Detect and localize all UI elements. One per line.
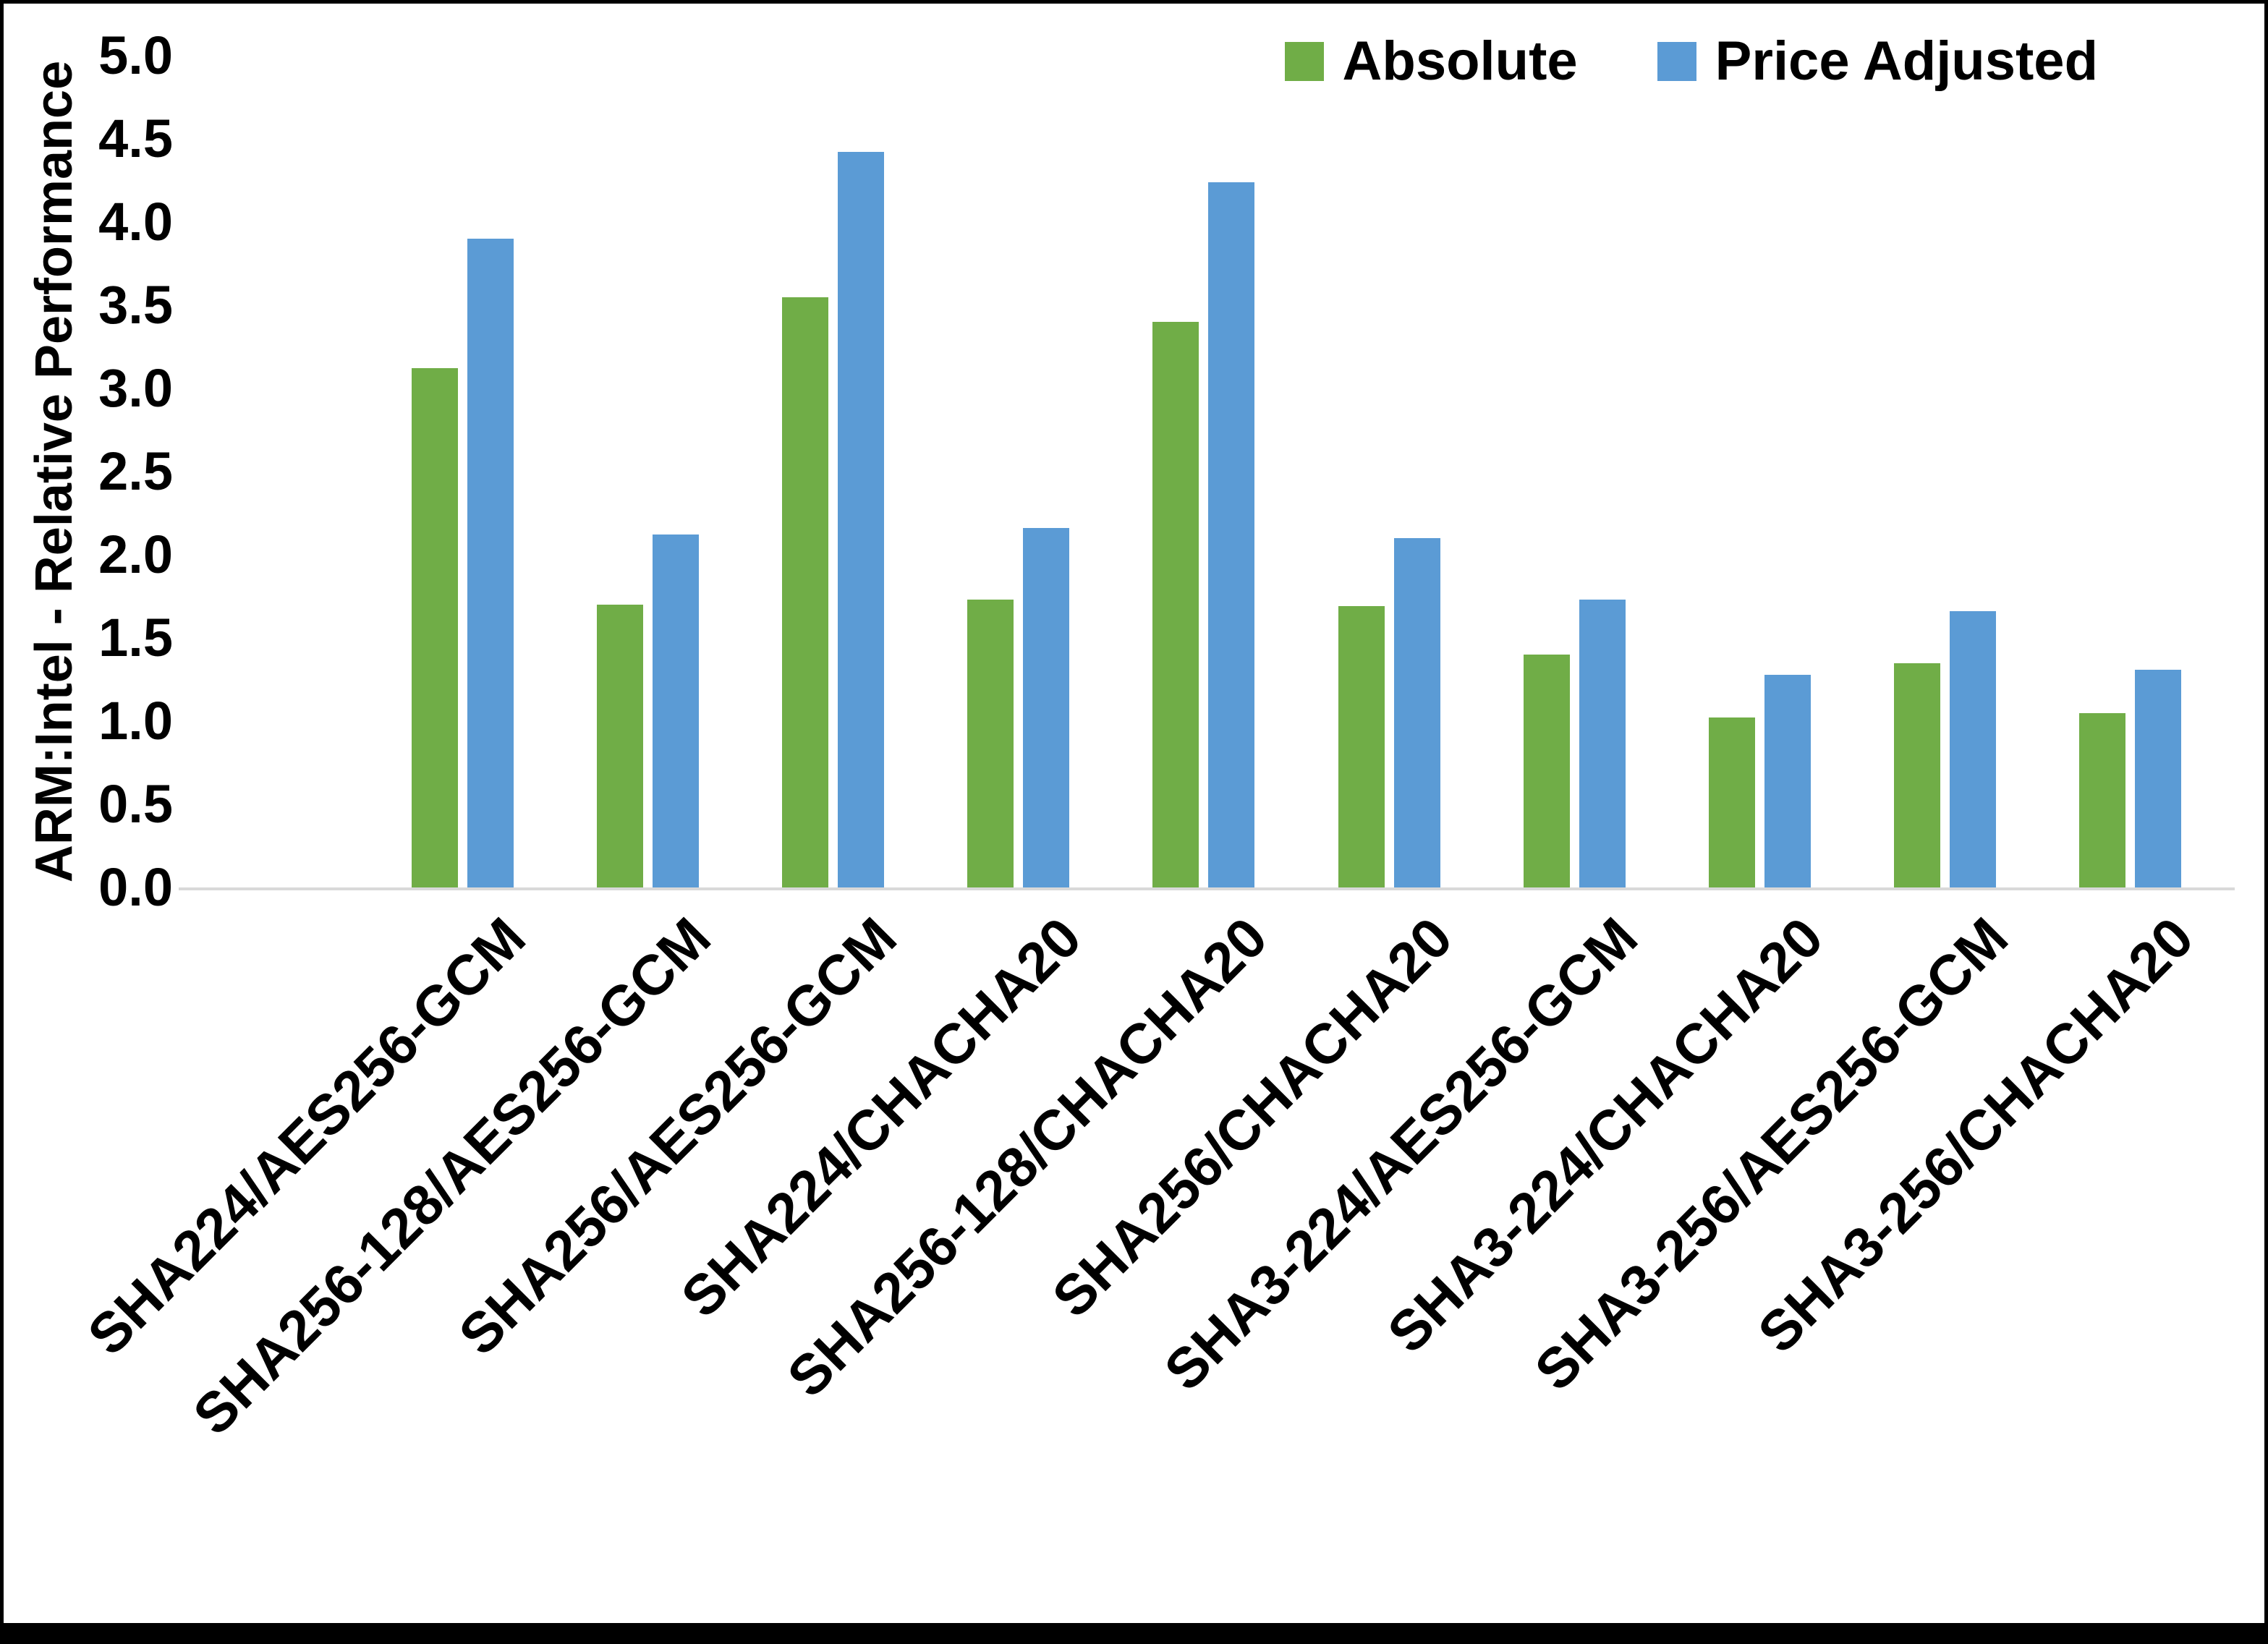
legend-item-price-adjusted: Price Adjusted [1657, 34, 2098, 89]
y-axis-tick-label: 4.5 [98, 108, 173, 169]
bar-group [1667, 56, 1852, 887]
bottom-border-bar [4, 1623, 2264, 1640]
bar-price-adjusted [2135, 669, 2182, 887]
bar-absolute [1152, 322, 1199, 887]
legend-label-price-adjusted: Price Adjusted [1715, 30, 2098, 92]
bar-price-adjusted [838, 152, 884, 887]
bar-group [1482, 56, 1667, 887]
bar-price-adjusted [467, 239, 514, 887]
bar-absolute [1523, 655, 1570, 887]
bar-absolute [782, 297, 828, 887]
bar-absolute [1338, 606, 1385, 887]
bar-price-adjusted [1950, 611, 1997, 887]
y-axis-tick-label: 2.0 [98, 524, 173, 584]
bar-group [2038, 56, 2223, 887]
bar-price-adjusted [1208, 182, 1255, 887]
y-axis-tick-label: 3.0 [98, 358, 173, 418]
bar-absolute [2079, 712, 2126, 887]
x-axis-line [179, 887, 2235, 890]
bar-price-adjusted [1393, 538, 1440, 887]
y-axis-tick-label: 1.5 [98, 608, 173, 668]
bar-group [926, 56, 1111, 887]
y-axis-tick-label: 0.0 [98, 857, 173, 917]
legend-swatch-price-adjusted [1657, 42, 1696, 81]
y-axis-tick-label: 3.5 [98, 275, 173, 335]
bar-price-adjusted [1023, 528, 1070, 887]
bar-group [740, 56, 925, 887]
bar-absolute [596, 605, 643, 887]
bar-price-adjusted [652, 534, 699, 887]
y-axis: 5.0 4.5 4.0 3.5 3.0 2.5 2.0 1.5 1.0 0.5 0.0 [4, 29, 179, 914]
y-axis-tick-label: 5.0 [98, 25, 173, 85]
legend-label-absolute: Absolute [1342, 30, 1578, 92]
bar-absolute [967, 600, 1014, 887]
bar-absolute [1709, 717, 1756, 887]
plot-area [370, 56, 2223, 887]
bar-group [1111, 56, 1296, 887]
bar-price-adjusted [1764, 674, 1812, 887]
bar-group [555, 56, 740, 887]
y-axis-tick-label: 1.0 [98, 691, 173, 751]
y-axis-tick-label: 2.5 [98, 441, 173, 501]
y-axis-tick-label: 4.0 [98, 192, 173, 252]
bar-price-adjusted [1579, 600, 1626, 887]
bar-group [1853, 56, 2038, 887]
bar-group [1296, 56, 1482, 887]
legend-item-absolute: Absolute [1284, 30, 1578, 92]
bar-absolute [1894, 663, 1941, 887]
bar-absolute [411, 368, 458, 887]
bar-group [370, 56, 555, 887]
legend: Absolute Price Adjusted [1284, 30, 2098, 92]
legend-swatch-absolute [1284, 42, 1324, 81]
y-axis-tick-label: 0.5 [98, 774, 173, 834]
